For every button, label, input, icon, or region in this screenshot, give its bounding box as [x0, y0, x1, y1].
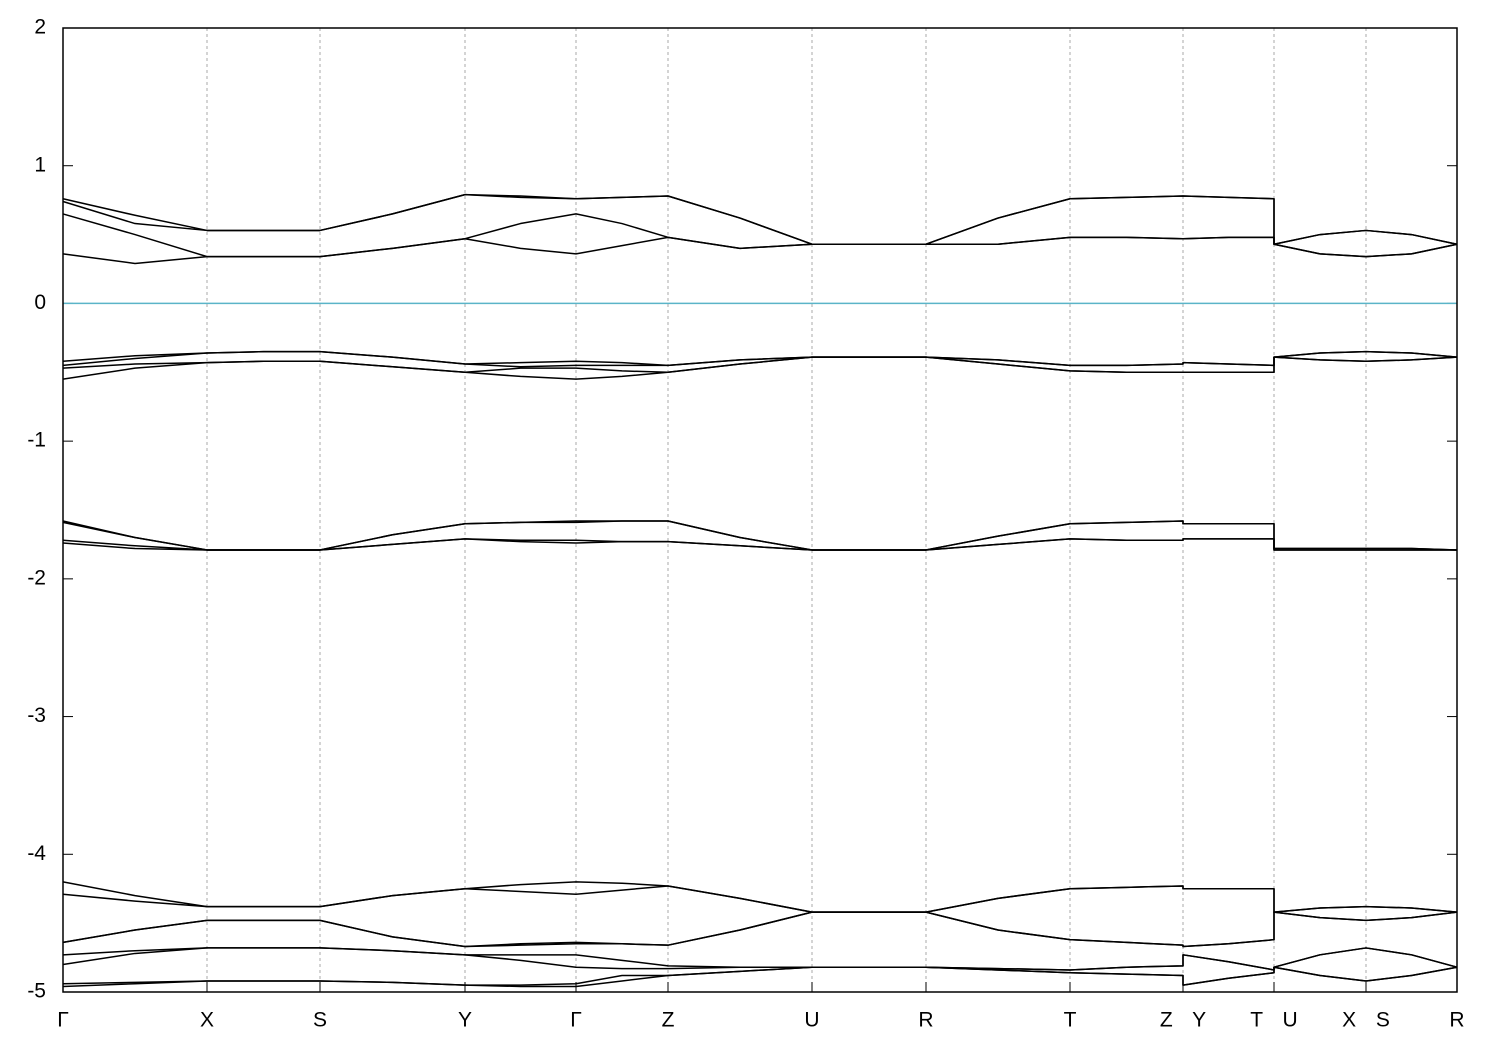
x-tick-label: Z: [662, 1009, 675, 1032]
plot-area: [63, 28, 1457, 992]
x-tick-label: Γ: [570, 1009, 582, 1032]
x-tick-label: U: [804, 1009, 819, 1032]
x-tick-label: T U: [1250, 1009, 1297, 1032]
x-tick-label: X S: [1342, 1009, 1390, 1032]
x-tick-label: S: [313, 1009, 327, 1032]
x-tick-label: R: [918, 1009, 933, 1032]
band-line: [62, 356, 1458, 380]
y-tick-label: 2: [34, 16, 46, 39]
band-line: [62, 236, 1458, 265]
y-tick-label: 0: [34, 291, 46, 314]
y-tick-label: 1: [34, 153, 46, 176]
y-tick-label: -5: [27, 980, 46, 1003]
plot-frame: [62, 27, 1458, 993]
x-tick-label: Γ: [57, 1009, 69, 1032]
x-tick-label: T: [1064, 1009, 1077, 1032]
band-line: [62, 538, 1457, 551]
y-tick-label: -1: [27, 429, 46, 452]
y-tick-label: -4: [27, 842, 46, 865]
y-tick-label: -2: [27, 566, 46, 589]
x-tick-label: Y: [458, 1009, 472, 1032]
x-tick-label: X: [200, 1009, 214, 1032]
y-tick-label: -3: [27, 704, 46, 727]
band-line: [62, 911, 1458, 948]
x-tick-label: Z Y: [1160, 1009, 1206, 1032]
x-tick-label: R: [1449, 1009, 1464, 1032]
band-line: [62, 966, 1458, 988]
